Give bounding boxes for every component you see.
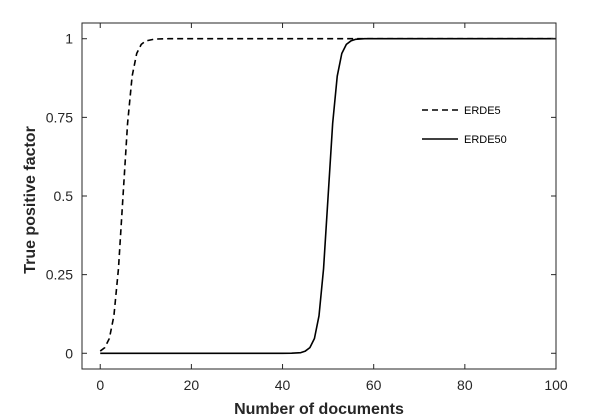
- y-tick-label: 0.75: [46, 109, 73, 125]
- x-tick-label: 40: [275, 377, 291, 393]
- x-tick-label: 0: [96, 377, 104, 393]
- y-tick-label: 0.5: [54, 188, 74, 204]
- y-axis-ticks: 0 0.25 0.5 0.75 1: [46, 31, 556, 361]
- y-tick-label: 0.25: [46, 267, 73, 283]
- x-tick-label: 20: [184, 377, 200, 393]
- legend: ERDE5 ERDE50: [422, 105, 507, 146]
- y-tick-label: 0: [65, 345, 73, 361]
- x-tick-label: 100: [544, 377, 568, 393]
- series-line-erde5: [99, 37, 556, 352]
- x-axis-label: Number of documents: [234, 401, 404, 418]
- legend-label-erde5: ERDE5: [464, 105, 501, 117]
- x-tick-label: 80: [457, 377, 473, 393]
- y-axis-label: True positive factor: [22, 126, 39, 274]
- legend-label-erde50: ERDE50: [464, 134, 507, 146]
- y-tick-label: 1: [65, 31, 73, 47]
- series-layer: [99, 37, 556, 355]
- x-axis-ticks: 0 20 40 60 80 100: [96, 23, 568, 393]
- x-tick-label: 60: [366, 377, 382, 393]
- series-line-erde50: [100, 37, 556, 355]
